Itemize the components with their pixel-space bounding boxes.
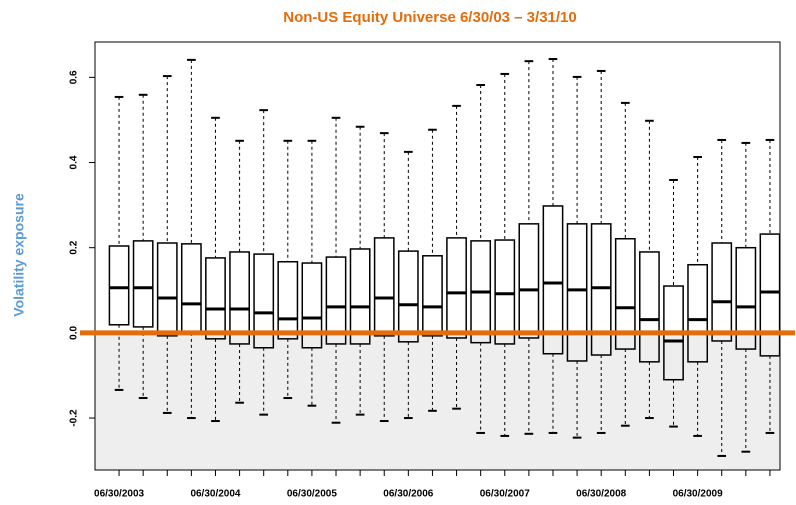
box (422, 255, 443, 337)
x-tick-label: 06/30/2005 (287, 489, 337, 500)
chart-title: Non-US Equity Universe 6/30/03 – 3/31/10 (283, 9, 576, 26)
box (132, 240, 154, 328)
negative-region (95, 332, 780, 470)
y-tick-label: 0.6 (69, 70, 80, 84)
box (229, 251, 250, 345)
box (566, 223, 588, 362)
box (687, 263, 709, 363)
box (301, 262, 323, 349)
y-tick-label: -0.2 (69, 409, 80, 427)
box (759, 233, 781, 357)
box (156, 242, 178, 337)
box (180, 243, 202, 334)
box (614, 238, 636, 350)
y-tick-label: 0.0 (69, 325, 80, 339)
box (205, 257, 226, 340)
box (325, 256, 347, 345)
box (446, 237, 467, 339)
y-axis-label: Volatility exposure (11, 193, 27, 317)
box (735, 246, 757, 350)
box (711, 242, 733, 342)
box (590, 223, 612, 356)
x-tick-label: 06/30/2007 (480, 489, 530, 500)
box (108, 245, 130, 326)
x-tick-label: 06/30/2008 (576, 489, 626, 500)
box (494, 239, 516, 345)
x-tick-label: 06/30/2009 (673, 489, 723, 500)
box (277, 260, 299, 340)
x-tick-label: 06/30/2003 (94, 489, 144, 500)
box (253, 253, 275, 349)
x-tick-label: 06/30/2004 (190, 489, 240, 500)
y-tick-label: 0.4 (69, 155, 80, 169)
box (349, 248, 371, 345)
x-tick-label: 06/30/2006 (383, 489, 433, 500)
box (518, 223, 540, 339)
box (397, 250, 419, 343)
box (639, 251, 660, 363)
y-tick-label: 0.2 (69, 240, 80, 254)
box (373, 237, 395, 337)
box (542, 205, 564, 355)
